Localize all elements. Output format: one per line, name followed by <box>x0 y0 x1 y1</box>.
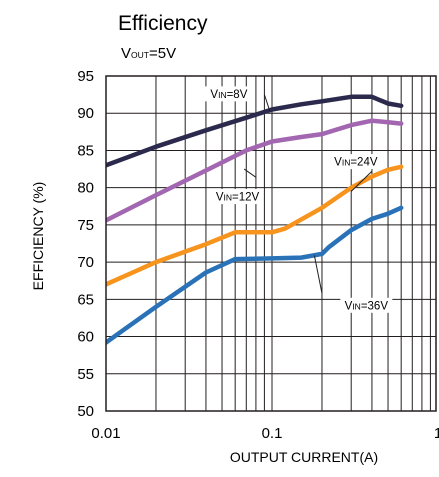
x-tick-label: 1 <box>434 425 439 442</box>
plot-frame <box>105 75 437 412</box>
chart-subtitle: VOUT=5V <box>121 45 176 62</box>
series-label-suffix: =24V <box>350 157 378 169</box>
series-label-bg-0 <box>202 86 255 102</box>
series-label-prefix: V <box>210 89 218 101</box>
series-label-sub: IN <box>218 90 227 100</box>
y-tick-label: 90 <box>77 105 94 122</box>
series-leader-0 <box>263 94 271 112</box>
series-label-suffix: =8V <box>227 89 248 101</box>
y-axis-label: EFFICIENCY (%) <box>30 182 46 291</box>
series-line-3 <box>106 205 404 345</box>
series-label-3: VIN=36V <box>345 300 389 312</box>
series-label-sub: IN <box>224 193 233 203</box>
plot-area: VIN=8VVIN=12VVIN=24VVIN=36V5055606570758… <box>77 68 439 442</box>
series-line-0 <box>106 94 404 168</box>
y-tick-label: 75 <box>77 217 94 234</box>
series-label-prefix: V <box>334 157 342 169</box>
series-label-suffix: =36V <box>361 300 389 312</box>
series-label-prefix: V <box>216 192 224 204</box>
y-tick-label: 95 <box>77 68 94 85</box>
series-label-bg-1 <box>211 189 264 205</box>
series-label-bg-3 <box>340 297 393 313</box>
y-tick-label: 65 <box>77 291 94 308</box>
series-leader-1 <box>243 168 257 178</box>
series-leader-3 <box>313 255 323 294</box>
chart-title: Efficiency <box>118 12 208 35</box>
series-label-bg-2 <box>329 154 382 170</box>
series-label-1: VIN=12V <box>216 192 260 204</box>
x-tick-label: 0.1 <box>262 425 283 442</box>
y-tick-label: 80 <box>77 180 94 197</box>
x-tick-label: 0.01 <box>91 425 120 442</box>
series-line-1 <box>106 118 404 223</box>
y-tick-label: 60 <box>77 329 94 346</box>
series-line-2 <box>106 164 404 287</box>
y-tick-label: 85 <box>77 142 94 159</box>
series-label-sub: IN <box>352 301 361 311</box>
x-axis-label: OUTPUT CURRENT(A) <box>230 449 378 465</box>
series-label-sub: IN <box>342 158 351 168</box>
series-leader-2 <box>350 170 373 192</box>
grid <box>106 76 436 411</box>
y-tick-label: 70 <box>77 254 94 271</box>
series-label-prefix: V <box>345 300 353 312</box>
series-label-0: VIN=8V <box>210 89 247 101</box>
series-group <box>106 94 404 345</box>
series-label-2: VIN=24V <box>334 157 378 169</box>
y-tick-label: 50 <box>77 403 94 420</box>
series-label-suffix: =12V <box>232 192 260 204</box>
y-tick-label: 55 <box>77 366 94 383</box>
